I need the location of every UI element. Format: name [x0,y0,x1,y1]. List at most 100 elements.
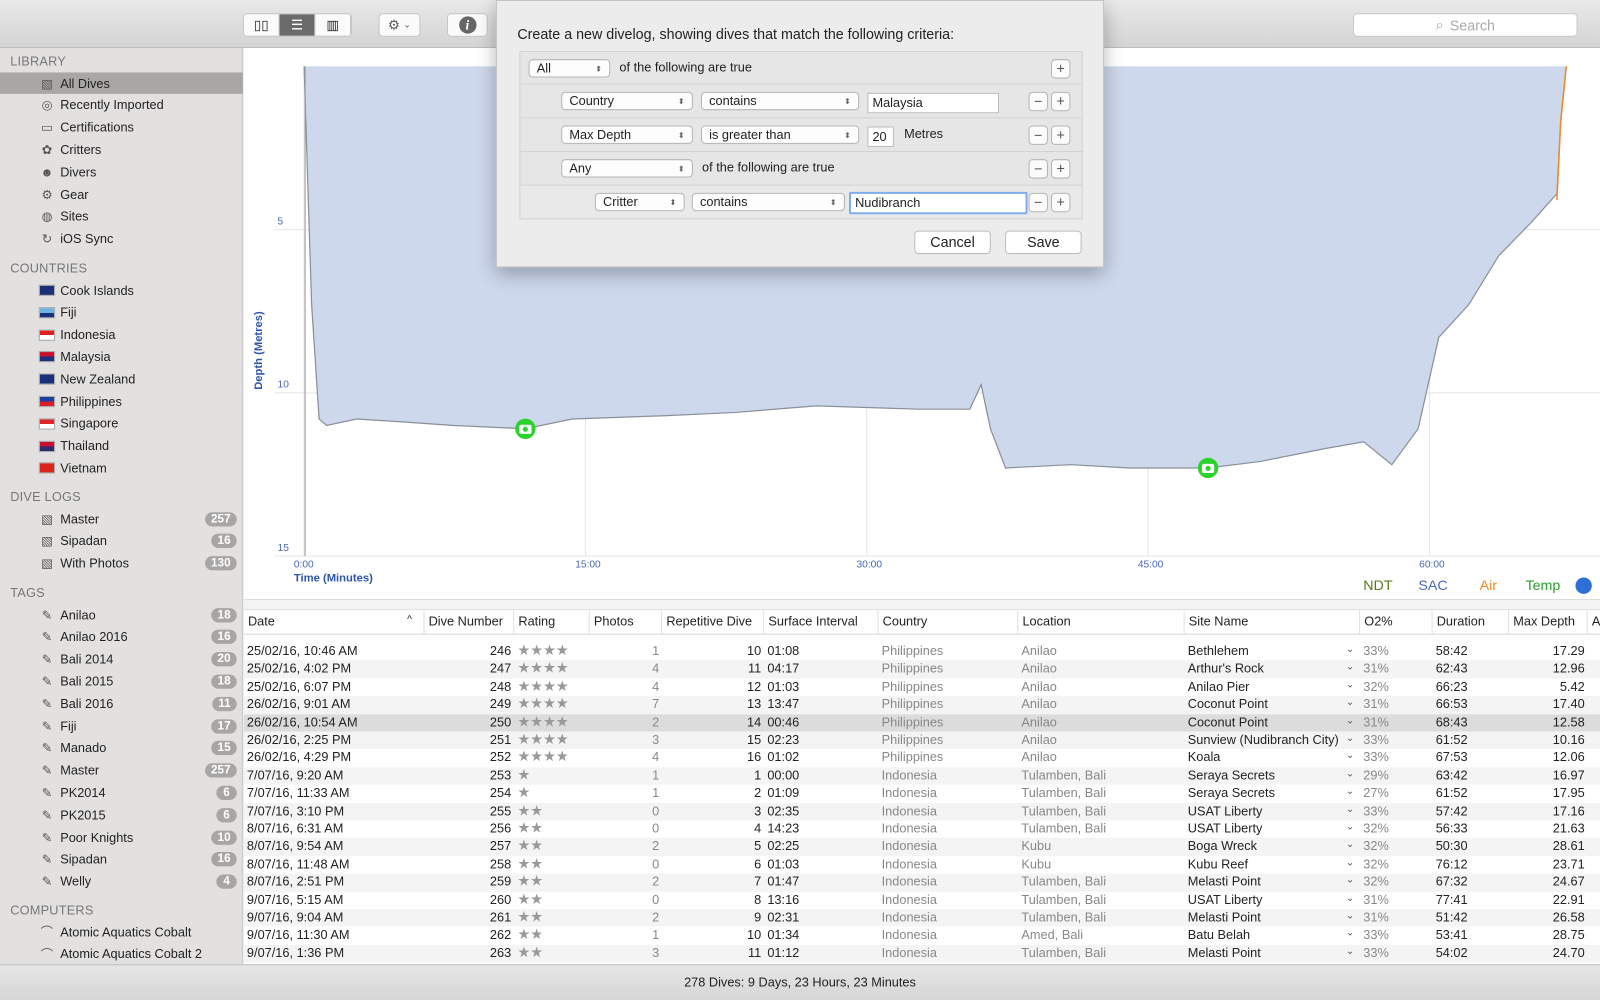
column-header-site-name[interactable]: Site Name [1184,610,1361,635]
column-header-rating[interactable]: Rating [514,610,590,635]
table-row[interactable]: 8/07/16, 11:48 AM 258 ★★ 0 6 01:03 Indonesia Ku… [244,855,1600,874]
chevron-down-icon[interactable]: ⌄ [1345,910,1355,922]
table-row[interactable]: 7/07/16, 9:20 AM 253 ★ 1 1 00:00 Indonesia Tula… [243,766,1600,785]
sidebar-item[interactable]: ✎ Welly 4 [0,871,243,892]
table-row[interactable]: 8/07/16, 6:31 AM 256 ★★ 0 4 14:23 Indonesia Tul… [244,819,1600,838]
rating-stars[interactable]: ★★★★ [517,641,569,659]
search-input[interactable]: ⌕ Search [1353,13,1578,37]
table-row[interactable]: 25/02/16, 6:07 PM 248 ★★★★ 4 12 01:03 Philippi… [244,677,1600,696]
view-segmented-control[interactable]: ▯▯ ☰ ▥ [242,13,353,37]
browser-view-icon[interactable]: ▯▯ [243,14,280,36]
sidebar-item[interactable]: ▧ Master 257 [0,508,243,529]
chevron-down-icon[interactable]: ⌄ [1345,697,1355,709]
sidebar-item[interactable]: Thailand [0,435,243,456]
sidebar-item[interactable]: ⌒ Atomic Aquatics Cobalt [0,921,243,942]
save-button[interactable]: Save [1005,230,1082,255]
table-row[interactable]: 26/02/16, 9:01 AM 249 ★★★★ 7 13 13:47 Philippi… [243,695,1600,714]
table-row[interactable]: 25/02/16, 4:02 PM 247 ★★★★ 4 11 04:17 Philippi… [243,659,1600,679]
operator-popup[interactable]: contains ⬍ [691,192,845,212]
sidebar-item[interactable]: ✎ Master 257 [0,760,243,781]
sidebar-item[interactable]: ✎ Bali 2014 20 [0,649,243,670]
sidebar-item[interactable]: ✎ Bali 2016 11 [0,693,243,714]
table-row[interactable]: 8/07/16, 2:51 PM 259 ★★ 2 7 01:47 Indonesia Tul… [243,872,1600,892]
column-header-location[interactable]: Location [1018,610,1185,635]
chevron-down-icon[interactable]: ⌄ [1345,856,1355,869]
column-header-av[interactable]: Av [1587,610,1600,635]
profile-view-icon[interactable]: ▥ [315,14,352,36]
rating-stars[interactable]: ★★★★ [517,748,569,765]
table-row[interactable]: 9/07/16, 11:30 AM 262 ★★ 1 10 01:34 Indonesia A… [244,925,1600,945]
rating-stars[interactable]: ★★ [517,872,543,889]
column-header-o2[interactable]: O2% [1360,610,1433,635]
table-row[interactable]: 9/07/16, 5:15 AM 260 ★★ 0 8 13:16 Indonesia Tul… [244,890,1600,909]
rating-stars[interactable]: ★★★★ [517,659,569,676]
field-popup[interactable]: Country ⬍ [561,91,693,111]
chevron-down-icon[interactable]: ⌄ [1345,821,1355,833]
sidebar-item[interactable]: ◎ Recently Imported [0,95,243,116]
add-criteria-button[interactable]: + [1051,59,1071,79]
rating-stars[interactable]: ★★ [517,890,543,907]
sidebar-item[interactable]: Fiji [0,302,243,323]
sidebar-item[interactable]: ✎ Fiji 17 [0,715,243,736]
list-view-icon[interactable]: ☰ [279,14,316,36]
chevron-down-icon[interactable]: ⌄ [1345,768,1355,780]
sidebar-item[interactable]: ☻ Divers [0,161,243,182]
field-popup[interactable]: Critter ⬍ [594,192,685,212]
sidebar-item[interactable]: ✎ Poor Knights 10 [0,827,243,848]
sidebar-item[interactable]: Malaysia [0,346,243,367]
sidebar-item[interactable]: Singapore [0,413,243,434]
rating-stars[interactable]: ★ [517,783,531,801]
table-row[interactable]: 8/07/16, 9:54 AM 257 ★★ 2 5 02:25 Indonesia Kub… [243,837,1600,856]
add-criteria-button[interactable]: + [1051,192,1071,213]
rating-stars[interactable]: ★★ [517,801,543,818]
rating-stars[interactable]: ★★ [517,819,543,836]
sidebar-item[interactable]: ✎ PK2014 6 [0,782,243,803]
table-row[interactable]: 26/02/16, 2:25 PM 251 ★★★★ 3 15 02:23 Philippi… [243,730,1600,750]
chevron-down-icon[interactable]: ⌄ [1345,643,1355,656]
chevron-down-icon[interactable]: ⌄ [1345,714,1355,727]
sidebar-item[interactable]: ▭ Certifications [0,117,243,138]
field-popup[interactable]: Max Depth ⬍ [561,125,693,144]
info-button[interactable]: i [446,13,488,37]
sidebar-item[interactable]: ✎ Sipadan 16 [0,849,243,870]
chevron-down-icon[interactable]: ⌄ [1345,927,1355,940]
sidebar-item[interactable]: ▧ All Dives [0,72,243,94]
sidebar-item[interactable]: ✎ Anilao 18 [0,604,243,625]
table-row[interactable]: 26/02/16, 4:29 PM 252 ★★★★ 4 16 01:02 Philippi… [244,748,1600,767]
table-row[interactable]: 7/07/16, 11:33 AM 254 ★ 1 2 01:09 Indonesia Tul… [244,783,1600,803]
rating-stars[interactable]: ★★ [517,925,543,943]
chevron-down-icon[interactable]: ⌄ [1345,732,1355,744]
sidebar-item[interactable]: ⌒ Atomic Aquatics Cobalt 2 [0,944,243,965]
chevron-down-icon[interactable]: ⌄ [1345,661,1355,673]
column-header-duration[interactable]: Duration [1432,610,1510,635]
remove-criteria-button[interactable]: − [1028,125,1048,145]
operator-popup[interactable]: is greater than ⬍ [701,125,860,144]
sidebar-item[interactable]: ⚙ Gear [0,184,243,205]
split-view-divider[interactable] [243,598,1600,611]
chevron-down-icon[interactable]: ⌄ [1345,839,1355,851]
table-row[interactable]: 25/02/16, 10:46 AM 246 ★★★★ 1 10 01:08 Philipp… [244,641,1600,661]
sidebar-item[interactable]: ▧ Sipadan 16 [0,530,243,551]
chevron-down-icon[interactable]: ⌄ [1345,785,1355,798]
sidebar-item[interactable]: Vietnam [0,458,243,479]
chevron-down-icon[interactable]: ⌄ [1345,803,1355,815]
column-header-photos[interactable]: Photos [589,610,663,635]
table-row[interactable]: 7/07/16, 3:10 PM 255 ★★ 0 3 02:35 Indonesia Tul… [243,801,1600,821]
add-criteria-button[interactable]: + [1051,91,1071,112]
depth-value-field[interactable]: 20 [867,126,894,147]
cancel-button[interactable]: Cancel [914,230,991,255]
rating-stars[interactable]: ★★ [517,908,543,925]
column-header-country[interactable]: Country [878,610,1019,635]
table-row[interactable]: 9/07/16, 9:04 AM 261 ★★ 2 9 02:31 Indonesia Tul… [243,908,1600,927]
sidebar-item[interactable]: Cook Islands [0,280,243,301]
rating-stars[interactable]: ★★★★ [517,712,569,730]
column-header-dive-number[interactable]: Dive Number [424,610,515,635]
column-header-repetitive-dive[interactable]: Repetitive Dive [662,610,765,635]
sidebar-item[interactable]: ✎ Bali 2015 18 [0,671,243,692]
sidebar-item[interactable]: ✎ Manado 15 [0,738,243,759]
sidebar-item[interactable]: New Zealand [0,369,243,390]
rating-stars[interactable]: ★ [517,766,531,783]
value-field[interactable]: Malaysia [867,92,999,114]
rating-stars[interactable]: ★★★★ [517,730,569,747]
sidebar-item[interactable]: ✎ PK2015 6 [0,804,243,825]
